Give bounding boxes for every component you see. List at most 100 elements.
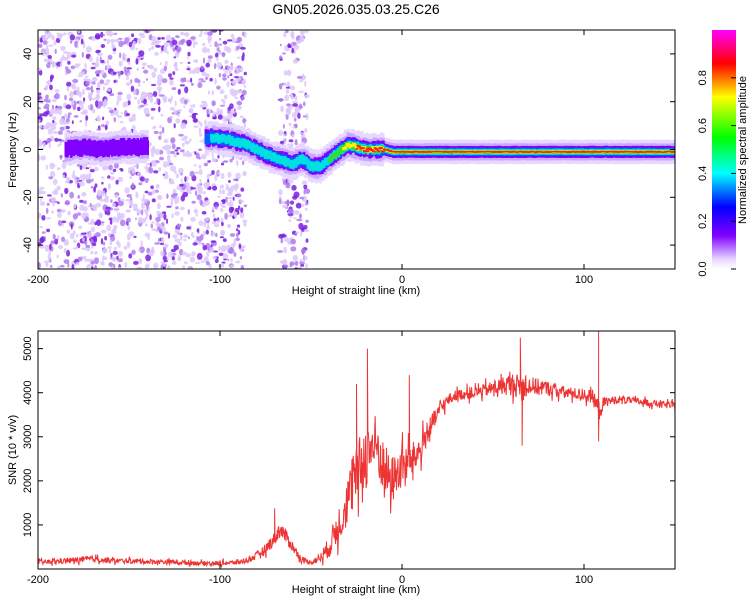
- noise-speck: [213, 218, 217, 222]
- noise-speck: [84, 62, 87, 69]
- noise-speck: [138, 182, 143, 186]
- noise-speck: [87, 105, 91, 110]
- noise-speck: [179, 31, 186, 36]
- noise-speck: [176, 147, 181, 150]
- noise-speck: [184, 32, 190, 37]
- noise-speck: [297, 112, 301, 119]
- noise-speck: [290, 142, 294, 149]
- spectrogram-plot-area: [38, 30, 675, 269]
- noise-speck: [138, 258, 143, 264]
- noise-speck: [184, 140, 190, 145]
- noise-speck: [218, 252, 224, 256]
- noise-speck: [287, 178, 290, 183]
- noise-speck: [154, 51, 159, 56]
- noise-speck: [208, 263, 212, 269]
- noise-speck: [97, 81, 101, 89]
- noise-speck: [45, 262, 49, 268]
- noise-speck: [79, 181, 85, 187]
- noise-speck: [128, 41, 133, 48]
- noise-speck: [236, 193, 242, 198]
- noise-speck: [177, 88, 181, 95]
- noise-speck: [166, 193, 169, 199]
- noise-speck: [109, 109, 114, 114]
- noise-speck: [56, 234, 60, 241]
- noise-speck: [303, 101, 306, 107]
- noise-speck: [283, 70, 287, 76]
- noise-speck: [201, 211, 207, 215]
- noise-speck: [211, 158, 217, 163]
- noise-speck: [41, 215, 46, 221]
- noise-speck: [172, 71, 176, 76]
- noise-speck: [94, 62, 100, 68]
- noise-speck: [175, 118, 181, 124]
- noise-speck: [300, 248, 306, 254]
- noise-speck: [204, 200, 210, 206]
- noise-speck: [211, 100, 216, 107]
- noise-speck: [294, 260, 299, 266]
- noise-speck: [117, 197, 121, 202]
- noise-speck: [170, 165, 176, 172]
- noise-speck: [120, 168, 124, 172]
- noise-speck: [91, 108, 96, 114]
- noise-speck: [160, 250, 166, 257]
- noise-speck: [233, 108, 236, 113]
- noise-speck: [299, 230, 303, 237]
- noise-speck: [239, 255, 243, 260]
- noise-speck: [225, 196, 228, 203]
- noise-speck: [158, 135, 162, 140]
- noise-speck: [38, 125, 43, 129]
- noise-speck: [216, 61, 223, 69]
- noise-speck: [190, 232, 194, 237]
- noise-speck: [186, 56, 189, 59]
- noise-speck: [71, 54, 77, 58]
- noise-speck: [99, 79, 105, 85]
- noise-speck: [72, 230, 76, 235]
- noise-speck: [178, 167, 184, 174]
- noise-speck: [119, 121, 124, 124]
- noise-speck: [202, 245, 208, 251]
- noise-speck: [229, 111, 233, 119]
- noise-speck: [173, 110, 178, 115]
- noise-speck: [47, 253, 51, 261]
- noise-speck: [203, 162, 209, 167]
- noise-speck: [116, 71, 122, 74]
- noise-speck: [211, 206, 215, 210]
- noise-speck: [117, 266, 122, 269]
- noise-speck: [166, 205, 172, 208]
- noise-speck: [173, 152, 178, 158]
- noise-speck: [196, 183, 202, 189]
- noise-speck: [71, 264, 75, 269]
- noise-speck: [239, 211, 245, 219]
- noise-speck: [53, 188, 59, 196]
- noise-speck: [289, 85, 296, 91]
- noise-speck: [214, 77, 217, 85]
- noise-speck: [53, 40, 57, 46]
- noise-speck: [176, 223, 182, 229]
- noise-speck: [177, 113, 180, 117]
- noise-speck: [38, 186, 45, 190]
- noise-speck: [294, 139, 298, 146]
- noise-speck: [183, 238, 187, 242]
- noise-speck: [113, 32, 118, 35]
- noise-speck: [179, 206, 185, 211]
- noise-speck: [192, 118, 198, 123]
- noise-speck: [152, 91, 158, 97]
- noise-speck: [178, 133, 184, 137]
- noise-speck: [229, 199, 232, 202]
- noise-speck: [227, 223, 231, 229]
- ridge-segment: [337, 150, 341, 156]
- noise-speck: [157, 74, 163, 81]
- noise-speck: [137, 37, 142, 45]
- noise-speck: [219, 202, 224, 207]
- noise-speck: [107, 175, 111, 179]
- noise-speck: [159, 156, 164, 161]
- noise-speck: [228, 179, 231, 183]
- noise-speck: [286, 69, 292, 77]
- noise-speck: [135, 191, 139, 199]
- noise-speck: [305, 238, 309, 243]
- noise-speck: [209, 173, 213, 176]
- noise-speck: [202, 42, 206, 47]
- noise-speck: [94, 251, 98, 255]
- noise-speck: [110, 171, 115, 175]
- noise-speck: [72, 247, 78, 250]
